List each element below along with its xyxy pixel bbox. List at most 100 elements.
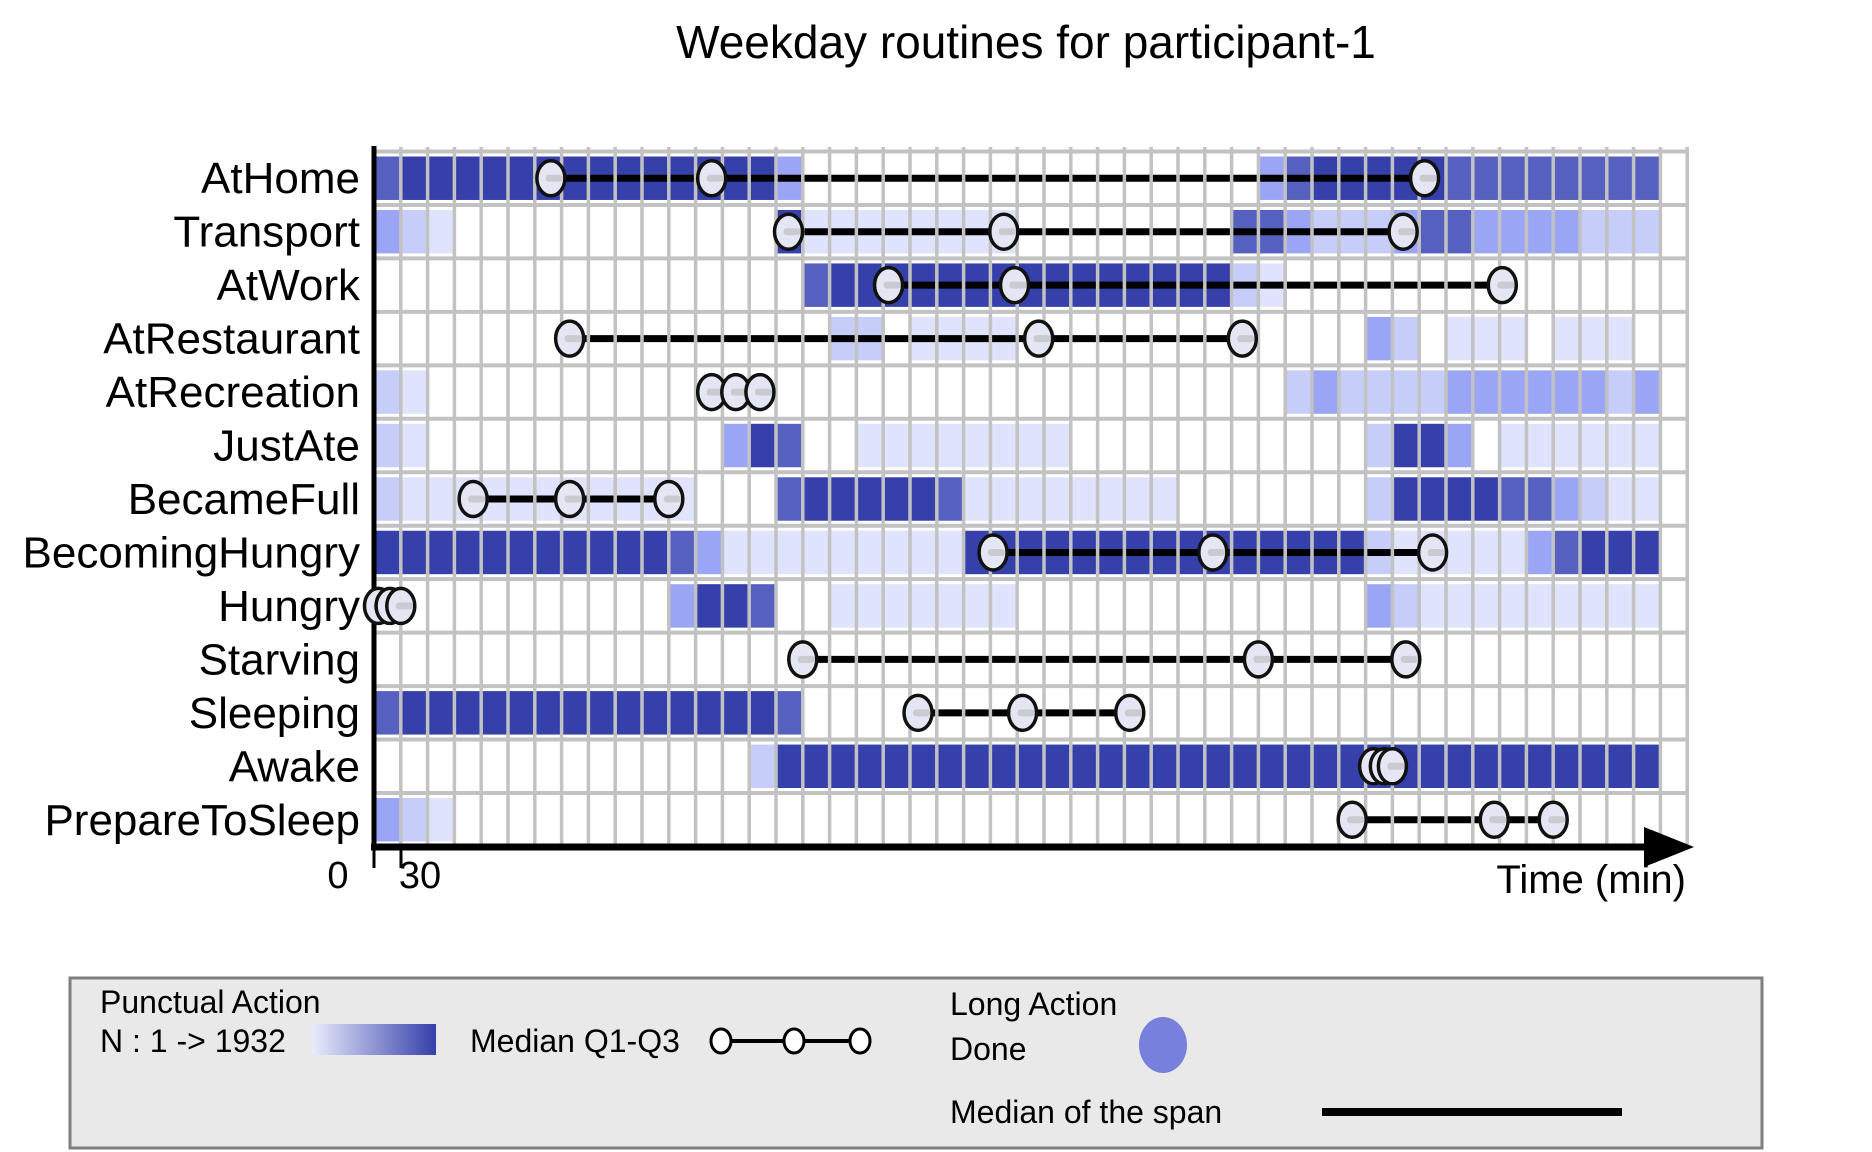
heatmap-cell xyxy=(1392,370,1420,414)
heatmap-cell xyxy=(668,691,696,735)
heatmap-cell xyxy=(1553,156,1580,200)
quartile-circle-dash xyxy=(706,388,724,396)
heatmap-cell xyxy=(561,691,589,735)
heatmap-cell xyxy=(400,477,428,521)
heatmap-cell xyxy=(1392,477,1420,521)
quartile-circle-dash xyxy=(783,228,801,236)
heatmap-cell xyxy=(374,691,401,735)
quartile-circle-dash xyxy=(1017,709,1035,717)
legend: Punctual Action N : 1 -> 1932 Median Q1-… xyxy=(68,976,1764,1150)
gridlines-layer xyxy=(374,147,1689,849)
heatmap-cell xyxy=(1499,156,1527,200)
heatmap-cell xyxy=(1499,370,1527,414)
heatmap-cell xyxy=(1365,316,1393,361)
heatmap-cell xyxy=(1499,584,1527,628)
heatmap-cell xyxy=(1606,744,1634,789)
heatmap-cell xyxy=(454,691,482,735)
heatmap-cell xyxy=(1392,584,1420,628)
heatmap-cell xyxy=(1044,477,1071,521)
row-label-Hungry: Hungry xyxy=(218,582,360,631)
heatmap-cell xyxy=(1580,209,1607,254)
heatmap-cell xyxy=(1070,744,1098,789)
heatmap-cell xyxy=(749,691,776,735)
row-label-Awake: Awake xyxy=(229,742,360,791)
heatmap-cell xyxy=(856,477,884,521)
heatmap-cell xyxy=(1097,477,1125,521)
row-label-AtRecreation: AtRecreation xyxy=(106,368,360,417)
heatmap-cell xyxy=(695,530,723,575)
heatmap-cell xyxy=(910,530,937,575)
legend-punctual-title: Punctual Action xyxy=(100,984,321,1020)
heatmap-cell xyxy=(722,691,750,735)
heatmap-cell xyxy=(481,530,508,575)
heatmap-cell xyxy=(1285,744,1312,789)
legend-n-range: N : 1 -> 1932 xyxy=(100,1023,286,1059)
heatmap-cell xyxy=(829,477,857,521)
heatmap-cell xyxy=(481,691,508,735)
heatmap-cell xyxy=(668,530,696,575)
heatmap-cell xyxy=(374,530,401,575)
heatmap-cell xyxy=(1553,477,1580,521)
heatmap-cell xyxy=(1231,744,1259,789)
heatmap-cell xyxy=(1446,744,1473,789)
heatmap-cell xyxy=(856,530,884,575)
heatmap-cell xyxy=(1419,477,1446,521)
heatmap-cell xyxy=(802,263,830,307)
heatmap-cell xyxy=(802,744,830,789)
quartile-circle-dash xyxy=(1497,281,1515,289)
heatmap-cell xyxy=(1580,316,1607,361)
heatmap-cell xyxy=(1633,423,1661,468)
heatmap-cell xyxy=(427,798,455,842)
row-label-BecameFull: BecameFull xyxy=(128,475,360,524)
heatmap-cell xyxy=(1580,370,1607,414)
row-label-Transport: Transport xyxy=(173,208,360,257)
heatmap-cell xyxy=(1419,370,1446,414)
quartile-circle-dash xyxy=(1489,816,1507,824)
quartile-circle-dash xyxy=(564,335,582,343)
quartile-circle-dash xyxy=(1253,655,1271,663)
heatmap-cell xyxy=(936,584,964,628)
heatmap-cell xyxy=(695,584,723,628)
heatmap-cell xyxy=(776,423,803,468)
heatmap-cell xyxy=(374,798,401,842)
quartile-circle-dash xyxy=(395,602,413,610)
heatmap-cell xyxy=(400,209,428,254)
quartile-circle-dash xyxy=(468,495,486,503)
heatmap-cell xyxy=(1312,744,1339,789)
legend-median-span-label: Median of the span xyxy=(950,1094,1222,1130)
quartile-circle-dash xyxy=(1548,816,1566,824)
heatmap-cell xyxy=(1151,477,1178,521)
heatmap-cell xyxy=(1446,209,1473,254)
heatmap-cell xyxy=(910,744,937,789)
heatmap-cell xyxy=(1606,423,1634,468)
heatmap-cell xyxy=(1633,156,1661,200)
heatmap-cell xyxy=(1017,477,1044,521)
heatmap-cell xyxy=(1446,316,1473,361)
heatmap-cell xyxy=(1070,477,1098,521)
heatmap-cell xyxy=(722,423,750,468)
heatmap-cell xyxy=(1606,316,1634,361)
heatmap-cell xyxy=(561,530,589,575)
heatmap-cell xyxy=(1204,744,1232,789)
heatmap-cell xyxy=(1258,744,1286,789)
legend-done-label: Done xyxy=(950,1031,1027,1067)
row-label-AtHome: AtHome xyxy=(201,154,360,203)
heatmap-cell xyxy=(1553,316,1580,361)
heatmap-cell xyxy=(1446,423,1473,468)
heatmap-cell xyxy=(776,530,803,575)
x-tick-label-30: 30 xyxy=(399,855,441,897)
heatmap-cell xyxy=(1044,744,1071,789)
quartile-circle-dash xyxy=(1347,816,1365,824)
quartile-circle-dash xyxy=(1387,762,1405,770)
heatmap-cell xyxy=(802,530,830,575)
heatmap-cell xyxy=(1606,530,1634,575)
heatmap-cell xyxy=(1499,423,1527,468)
heatmap-cell xyxy=(749,530,776,575)
heatmap-cell xyxy=(1446,477,1473,521)
heatmap-cell xyxy=(1178,744,1205,789)
heatmap-cell xyxy=(856,744,884,789)
heatmap-cell xyxy=(642,691,669,735)
heatmap-cell xyxy=(883,423,910,468)
heatmap-cell xyxy=(1606,477,1634,521)
